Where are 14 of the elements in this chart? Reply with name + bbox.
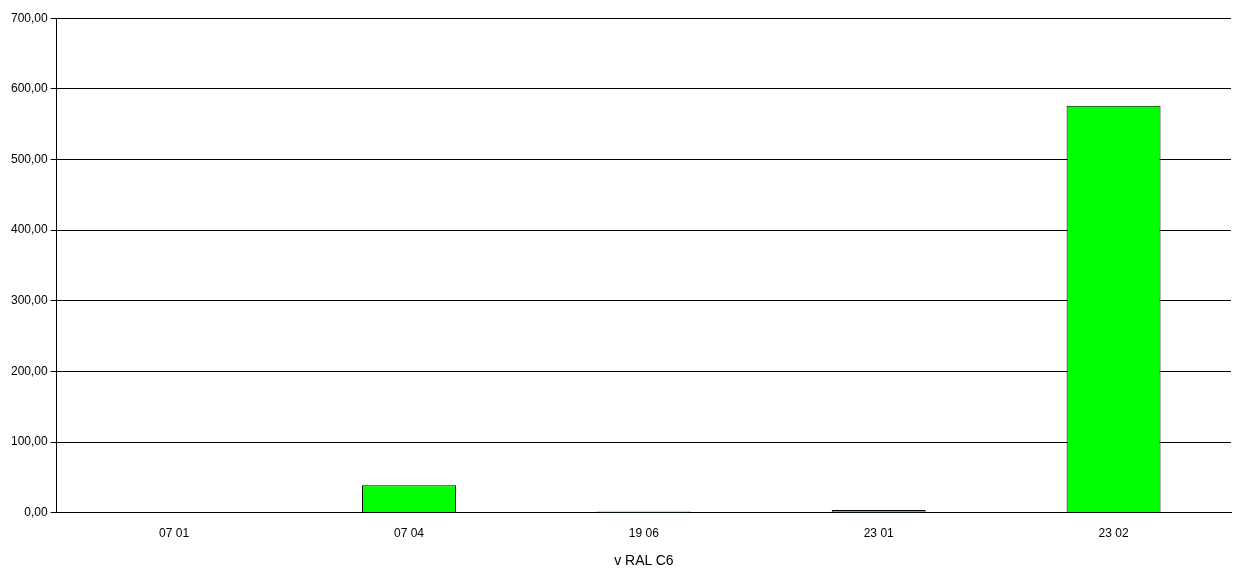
y-tick-label: 400,00 [11, 222, 49, 237]
x-tick-label: 23 02 [1098, 526, 1129, 541]
y-tick-label: 200,00 [11, 363, 49, 378]
x-axis-title: v RAL C6 [614, 552, 674, 569]
y-tick-label: 600,00 [11, 81, 49, 96]
y-tick-label: 0,00 [24, 505, 49, 520]
y-tick-label: 100,00 [11, 434, 49, 449]
x-tick-label: 19 06 [628, 526, 660, 541]
y-tick-label: 300,00 [11, 293, 49, 308]
y-tick-label: 700,00 [11, 10, 49, 25]
x-tick-label: 07 04 [393, 526, 425, 541]
x-tick-label: 23 01 [863, 526, 895, 541]
x-tick-label: 07 01 [159, 526, 190, 541]
y-tick-label: 500,00 [11, 151, 49, 166]
